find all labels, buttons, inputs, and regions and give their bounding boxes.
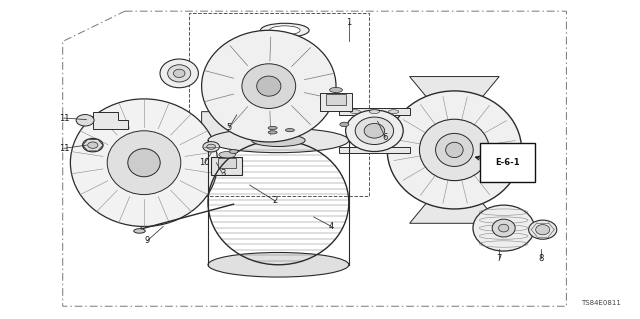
Ellipse shape <box>168 65 191 82</box>
Bar <box>218 158 236 168</box>
Ellipse shape <box>88 142 98 148</box>
Text: 6: 6 <box>383 133 388 142</box>
Ellipse shape <box>128 149 160 177</box>
Ellipse shape <box>499 224 509 232</box>
Ellipse shape <box>202 30 336 142</box>
Ellipse shape <box>419 119 490 181</box>
Ellipse shape <box>387 91 522 209</box>
Bar <box>320 93 352 111</box>
Text: 11: 11 <box>59 144 69 153</box>
Ellipse shape <box>70 99 218 226</box>
Text: 7: 7 <box>497 254 502 263</box>
Polygon shape <box>202 112 234 144</box>
Ellipse shape <box>263 126 294 134</box>
Ellipse shape <box>330 87 342 93</box>
Text: E-6-1: E-6-1 <box>495 158 520 167</box>
Ellipse shape <box>346 110 403 152</box>
Ellipse shape <box>473 205 534 251</box>
Ellipse shape <box>268 131 277 134</box>
Ellipse shape <box>492 219 515 237</box>
Text: 1: 1 <box>346 18 351 27</box>
Polygon shape <box>93 112 128 129</box>
Ellipse shape <box>445 142 463 158</box>
Ellipse shape <box>536 225 550 235</box>
Text: 10: 10 <box>200 158 210 167</box>
Ellipse shape <box>203 142 220 152</box>
Text: 5: 5 <box>227 123 232 132</box>
Ellipse shape <box>369 110 380 114</box>
Ellipse shape <box>269 26 300 35</box>
Ellipse shape <box>134 229 145 233</box>
Ellipse shape <box>364 123 385 138</box>
Ellipse shape <box>207 144 216 149</box>
Polygon shape <box>410 77 499 100</box>
Ellipse shape <box>529 220 557 239</box>
Text: 9: 9 <box>145 236 150 245</box>
Ellipse shape <box>350 110 360 114</box>
Text: 11: 11 <box>59 114 69 122</box>
Ellipse shape <box>229 150 238 153</box>
Text: 8: 8 <box>538 254 543 263</box>
Ellipse shape <box>340 122 349 127</box>
Ellipse shape <box>271 120 285 126</box>
Polygon shape <box>339 147 410 153</box>
Polygon shape <box>410 200 499 223</box>
Ellipse shape <box>257 76 281 96</box>
Ellipse shape <box>355 117 394 145</box>
Ellipse shape <box>268 126 277 130</box>
Text: 2: 2 <box>273 197 278 205</box>
Ellipse shape <box>83 138 103 152</box>
Ellipse shape <box>208 128 349 152</box>
Text: 4: 4 <box>329 222 334 231</box>
Ellipse shape <box>76 115 94 126</box>
Ellipse shape <box>160 59 198 88</box>
Ellipse shape <box>285 129 294 132</box>
Ellipse shape <box>173 69 185 78</box>
Bar <box>211 157 242 175</box>
Ellipse shape <box>436 133 473 167</box>
Bar <box>326 94 346 105</box>
Ellipse shape <box>242 64 296 108</box>
Text: 3: 3 <box>220 169 225 178</box>
Text: TS84E0811: TS84E0811 <box>581 300 621 306</box>
Bar <box>189 13 369 196</box>
Polygon shape <box>339 108 410 115</box>
Ellipse shape <box>107 131 181 195</box>
Ellipse shape <box>219 152 236 158</box>
Polygon shape <box>83 139 103 151</box>
Ellipse shape <box>260 23 309 37</box>
Ellipse shape <box>252 134 305 146</box>
Ellipse shape <box>208 253 349 277</box>
Ellipse shape <box>388 110 399 114</box>
